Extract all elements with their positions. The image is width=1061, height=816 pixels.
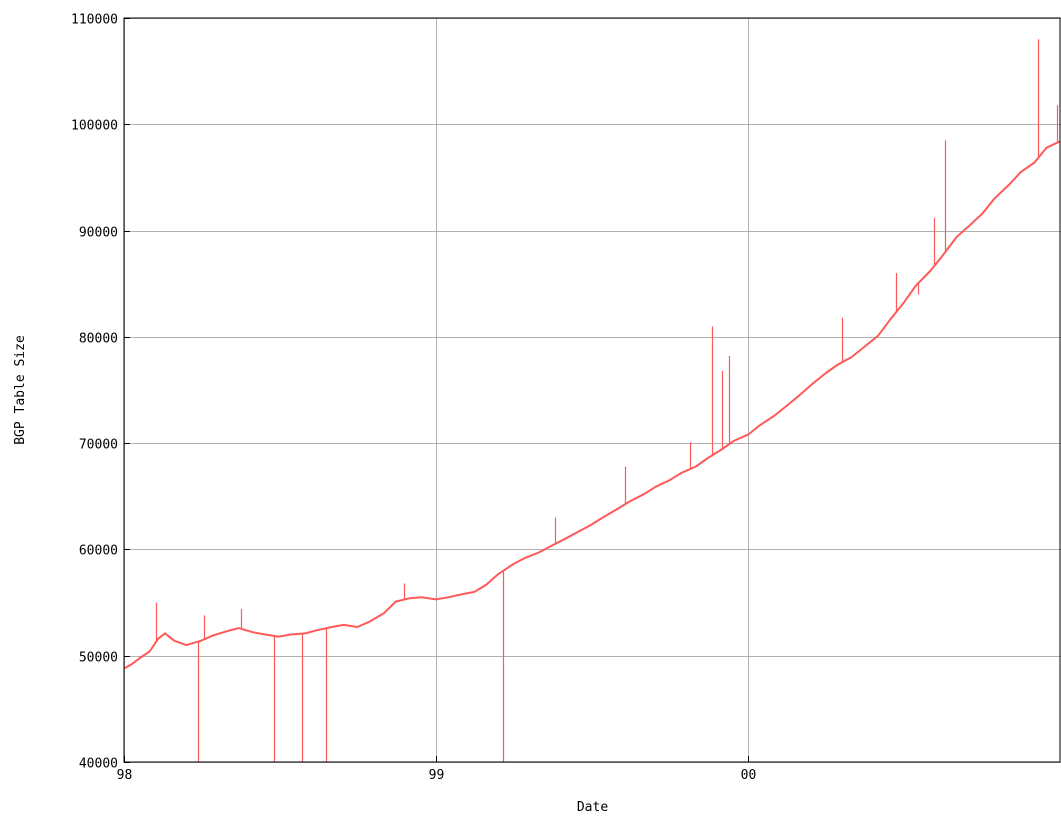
y-axis-title: BGP Table Size — [13, 335, 28, 445]
grid-lines — [124, 18, 1061, 763]
y-axis-ticks: 40000 50000 60000 70000 80000 90000 100000 1100… — [71, 13, 130, 772]
x-tick-label: 99 — [429, 768, 445, 783]
y-tick-label: 80000 — [79, 332, 118, 347]
x-tick-label: 98 — [117, 768, 133, 783]
series-line — [123, 140, 1061, 670]
y-tick-label: 90000 — [79, 226, 118, 241]
series-layer — [123, 39, 1061, 762]
plot-frame — [123, 17, 1061, 763]
y-tick-label: 100000 — [71, 119, 118, 134]
x-axis-title: Date — [577, 800, 608, 815]
y-tick-label: 60000 — [79, 544, 118, 559]
x-axis-ticks: 98 99 00 — [117, 756, 757, 783]
y-tick-label: 110000 — [71, 13, 118, 28]
x-tick-label: 00 — [741, 768, 757, 783]
y-tick-label: 70000 — [79, 438, 118, 453]
y-tick-label: 40000 — [79, 757, 118, 772]
y-tick-label: 50000 — [79, 651, 118, 666]
